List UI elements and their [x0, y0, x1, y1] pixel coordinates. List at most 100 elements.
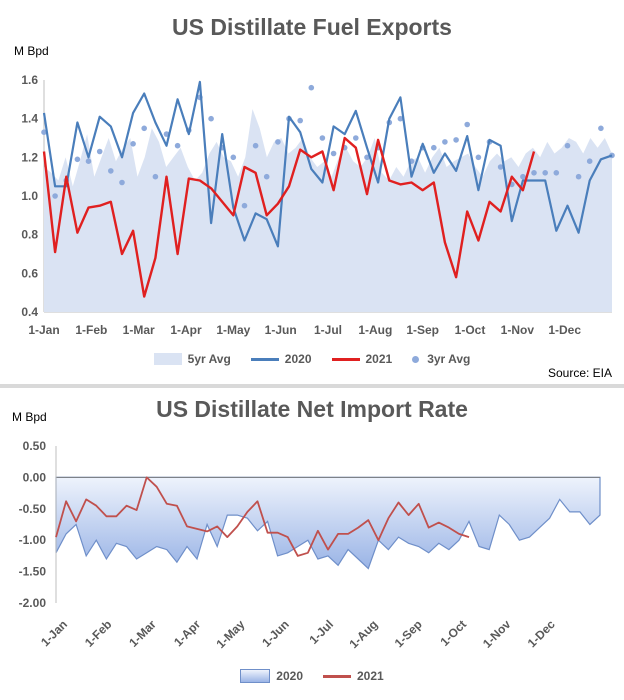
- series-2021-line: [42, 136, 536, 298]
- y-tick-label: 1.2: [21, 150, 38, 164]
- net-import-plot: 0.50 0.00 -0.50 -1.00 -1.50 -2.00 1-Jan 1-Feb 1-…: [19, 439, 601, 651]
- legend-swatch-line: [331, 357, 360, 361]
- legend-swatch-area: [153, 353, 182, 365]
- y-tick-label: 1.6: [21, 73, 38, 87]
- point-3yr-avg: [52, 193, 58, 199]
- y-tick-label: -1.50: [19, 565, 47, 579]
- point-3yr-avg: [319, 135, 326, 141]
- point-3yr-avg: [564, 142, 571, 149]
- series-2021-line: [55, 476, 470, 557]
- point-3yr-avg: [263, 173, 270, 180]
- x-tick-label: 1-Aug: [358, 323, 392, 337]
- y-tick-label: -2.00: [19, 596, 47, 610]
- y-tick-label: -0.50: [19, 502, 47, 516]
- series-5yr-avg-area: [44, 109, 612, 312]
- legend: 2020 2021: [0, 669, 624, 683]
- legend: 5yr Avg 2020 2021 3yr Avg: [0, 352, 624, 366]
- point-3yr-avg: [74, 156, 81, 163]
- point-3yr-avg: [130, 141, 136, 147]
- x-tick-label: 1-Feb: [82, 617, 115, 650]
- x-tick-label: 1-May: [216, 323, 250, 337]
- point-3yr-avg: [308, 84, 315, 91]
- x-tick-label: 1-Jan: [38, 617, 70, 649]
- point-3yr-avg: [497, 164, 504, 170]
- legend-swatch-dot: [412, 355, 420, 363]
- legend-item-2021: 2021: [331, 352, 392, 366]
- exports-plot: 0.4 0.6 0.8 1.0 1.2 1.4 1.6 1-Jan 1-Feb 1-Mar 1-Ap…: [21, 73, 615, 337]
- y-tick-label: -1.00: [19, 533, 47, 547]
- legend-label: 2020: [276, 669, 303, 683]
- point-3yr-avg: [475, 154, 482, 161]
- legend-swatch-line: [323, 674, 351, 678]
- legend-item-2020: 2020: [250, 352, 312, 366]
- legend-label: 2020: [284, 352, 312, 366]
- point-3yr-avg: [241, 202, 248, 209]
- x-tick-label: 1-Jun: [259, 617, 292, 650]
- exports-chart: US Distillate Fuel Exports M Bpd 0.4 0.6 0…: [0, 14, 624, 380]
- y-axis-unit: M Bpd: [12, 410, 47, 424]
- series-2020-line: [42, 80, 613, 248]
- point-3yr-avg: [152, 173, 159, 180]
- y-tick-label: 0.6: [21, 266, 38, 280]
- y-tick-label: 0.4: [21, 305, 38, 319]
- point-3yr-avg: [119, 179, 125, 186]
- chart-title: US Distillate Net Import Rate: [156, 396, 468, 422]
- source-note: Source: EIA: [547, 366, 612, 380]
- net-import-chart: US Distillate Net Import Rate M Bpd 0.50…: [0, 388, 624, 700]
- point-3yr-avg: [598, 125, 604, 132]
- point-3yr-avg: [542, 170, 548, 176]
- point-3yr-avg: [353, 135, 359, 141]
- point-3yr-avg: [464, 121, 471, 128]
- x-tick-label: 1-Mar: [123, 323, 155, 337]
- y-tick-label: 0.50: [23, 439, 47, 453]
- legend-swatch-area: [240, 669, 271, 683]
- point-3yr-avg: [41, 129, 47, 135]
- x-tick-label: 1-Sep: [392, 617, 425, 650]
- x-tick-label: 1-Jan: [28, 323, 59, 337]
- legend-swatch-line: [250, 357, 279, 361]
- x-tick-label: 1-Aug: [347, 617, 381, 651]
- x-tick-label: 1-Nov: [480, 617, 514, 651]
- point-3yr-avg: [141, 125, 147, 132]
- legend-label: 5yr Avg: [187, 352, 231, 366]
- point-3yr-avg: [364, 154, 370, 161]
- point-3yr-avg: [330, 150, 337, 157]
- legend-label: 3yr Avg: [427, 352, 471, 366]
- legend-item-5yr-avg: 5yr Avg: [153, 352, 231, 366]
- point-3yr-avg: [397, 115, 404, 122]
- point-3yr-avg: [431, 144, 437, 151]
- x-tick-label: 1-May: [214, 617, 248, 651]
- y-tick-label: 0.00: [23, 470, 47, 484]
- point-3yr-avg: [108, 168, 114, 174]
- x-tick-label: 1-Jun: [265, 323, 297, 337]
- point-3yr-avg: [453, 137, 459, 143]
- point-3yr-avg: [252, 142, 259, 149]
- point-3yr-avg: [553, 170, 560, 176]
- x-tick-label: 1-Jul: [314, 323, 342, 337]
- x-tick-label: 1-Dec: [548, 323, 581, 337]
- legend-item-2021: 2021: [323, 669, 384, 683]
- x-tick-label: 1-Feb: [75, 323, 107, 337]
- point-3yr-avg: [575, 173, 582, 180]
- point-3yr-avg: [520, 173, 526, 180]
- legend-label: 2021: [357, 669, 384, 683]
- series-2020-area: [55, 476, 601, 570]
- chart-divider: [0, 384, 624, 388]
- x-tick-label: 1-Dec: [525, 617, 558, 650]
- legend-item-2020: 2020: [240, 669, 303, 683]
- point-3yr-avg: [208, 115, 214, 122]
- x-tick-label: 1-Sep: [406, 323, 439, 337]
- point-3yr-avg: [96, 148, 103, 155]
- x-tick-label: 1-Apr: [171, 617, 203, 649]
- x-tick-label: 1-Nov: [501, 323, 535, 337]
- point-3yr-avg: [174, 142, 181, 149]
- x-tick-label: 1-Apr: [170, 323, 202, 337]
- point-3yr-avg: [230, 154, 237, 161]
- point-3yr-avg: [275, 139, 281, 145]
- point-3yr-avg: [586, 158, 593, 164]
- legend-item-3yr-avg: 3yr Avg: [412, 352, 470, 366]
- point-3yr-avg: [531, 170, 537, 176]
- x-tick-label: 1-Oct: [455, 323, 486, 337]
- point-3yr-avg: [85, 158, 92, 164]
- x-tick-label: 1-Jul: [306, 617, 336, 647]
